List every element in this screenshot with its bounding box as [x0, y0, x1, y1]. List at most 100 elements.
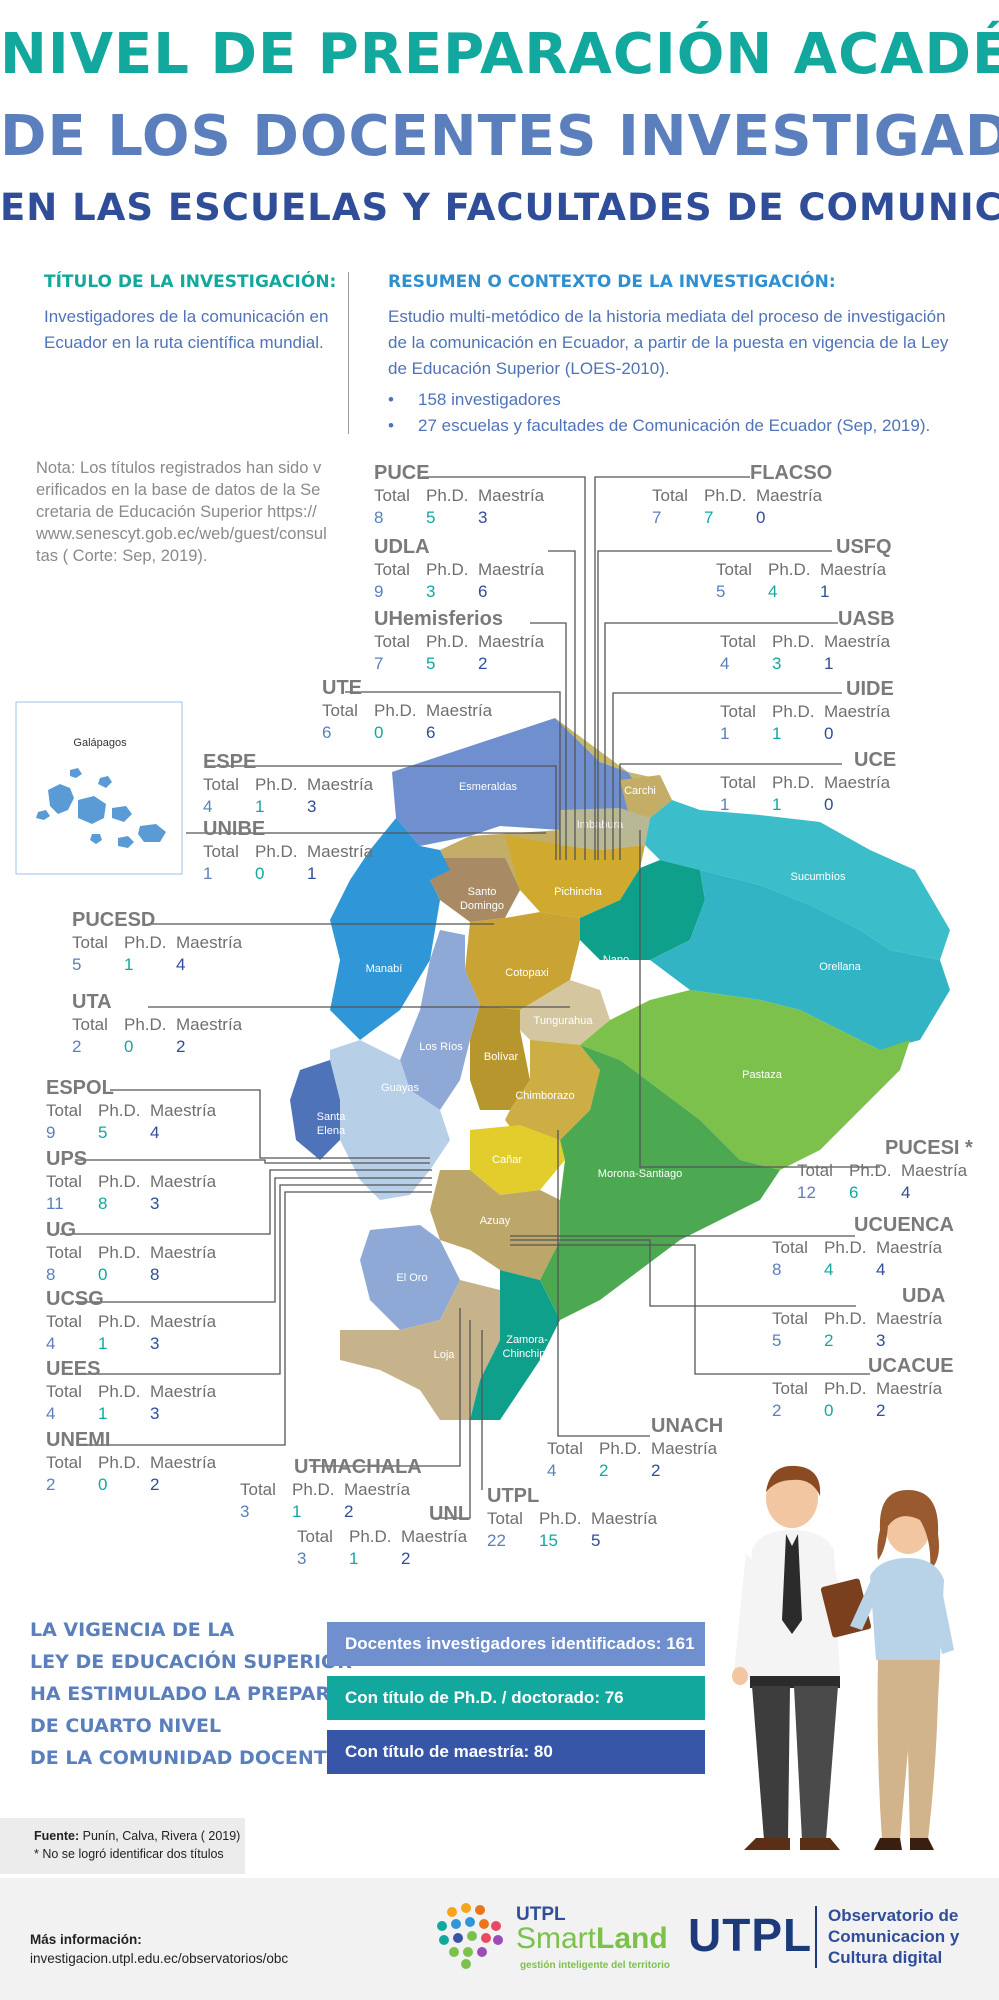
institution-headers: Total Ph.D. Maestría: [322, 701, 493, 720]
province-chimborazo: [505, 1040, 600, 1140]
province-cotopaxi: [465, 912, 580, 1010]
more-info: Más información: investigacion.utpl.edu.…: [30, 1930, 288, 1968]
source-line: Fuente: Punín, Calva, Rivera ( 2019): [34, 1829, 241, 1843]
institution-headers: Total Ph.D. Maestría: [297, 1527, 468, 1546]
province-label: Galápagos: [73, 737, 127, 749]
province-label: Chinchipe: [503, 1348, 552, 1360]
logo-divider: [815, 1906, 817, 1968]
province-label: Bolívar: [484, 1051, 519, 1063]
smartland-wordmark: SmartLand: [516, 1922, 668, 1955]
province-label: Guayas: [381, 1082, 419, 1094]
researchers-illustration: [732, 1465, 954, 1850]
province-label: Manabí: [366, 963, 403, 975]
smartland-tagline: gestión inteligente del territorio: [520, 1960, 671, 1971]
conclusion-line: HA ESTIMULADO LA PREPARACIÓN: [30, 1683, 398, 1705]
research-summary-text: Estudio multi-metódico de la historia me…: [388, 307, 949, 378]
stat-identified: Docentes investigadores identificados: 1…: [327, 1622, 705, 1666]
province-label: Loja: [434, 1349, 456, 1361]
institution-headers: Total Ph.D. Maestría: [46, 1382, 217, 1401]
province-orellana: [650, 870, 950, 1050]
institution-name: PUCE: [374, 462, 430, 484]
institution-name: UCACUE: [868, 1355, 954, 1377]
institution-headers: Total Ph.D. Maestría: [720, 702, 891, 721]
institution-pucesi: PUCESI * Total Ph.D. Maestría 12 6 4: [797, 1136, 973, 1204]
institution-headers: Total Ph.D. Maestría: [46, 1101, 217, 1120]
verification-note: Nota: Los títulos registrados han sido v…: [36, 459, 327, 565]
smartland-logo-icon: [437, 1903, 503, 1969]
institution-name: PUCESD: [72, 909, 156, 931]
province-morona: [540, 1045, 780, 1320]
more-info-label: Más información:: [30, 1932, 142, 1947]
more-info-link[interactable]: investigacion.utpl.edu.ec/observatorios/…: [30, 1951, 289, 1966]
institution-headers: Total Ph.D. Maestría: [720, 773, 891, 792]
province-carchi: [620, 775, 672, 818]
province-label: Elena: [317, 1125, 346, 1137]
province-label: Chimborazo: [515, 1090, 574, 1102]
institution-values: 12 6 4: [797, 1183, 911, 1202]
ecuador-map: Galápagos Esmeraldas Carchi Imbabura Suc…: [15, 476, 950, 1519]
province-label: Zamora-: [506, 1334, 548, 1346]
institution-name: UNACH: [651, 1415, 724, 1437]
province-label: Napo: [603, 954, 629, 966]
institution-headers: Total Ph.D. Maestría: [203, 842, 374, 861]
province-napo: [580, 860, 705, 960]
institution-headers: Total Ph.D. Maestría: [46, 1453, 217, 1472]
institution-name: UTA: [72, 991, 112, 1013]
institution-ups: UPS Total Ph.D. Maestría 11 8 3: [46, 1147, 216, 1215]
province-label: Orellana: [819, 961, 861, 973]
conclusion-line: LEY DE EDUCACIÓN SUPERIOR: [30, 1651, 352, 1673]
smartland-utpl: UTPL: [516, 1904, 566, 1925]
research-title-text: Investigadores de la comunicación en Ecu…: [44, 307, 329, 352]
province-bolivar: [470, 1005, 530, 1110]
institution-name: UNL: [429, 1503, 471, 1525]
section-divider: [348, 272, 349, 434]
institution-name: UCSG: [46, 1288, 104, 1310]
institution-name: UTPL: [487, 1485, 540, 1507]
conclusion-line: DE LA COMUNIDAD DOCENTE: [30, 1747, 340, 1769]
man-figure: [732, 1465, 850, 1850]
institution-headers: Total Ph.D. Maestría: [46, 1172, 217, 1191]
institution-headers: Total Ph.D. Maestría: [240, 1480, 411, 1499]
institution-name: UEES: [46, 1358, 101, 1380]
province-zamora: [470, 1270, 560, 1420]
institution-headers: Total Ph.D. Maestría: [72, 1015, 243, 1034]
province-guayas: [330, 1040, 450, 1200]
conclusion-text: LA VIGENCIA DE LA LEY DE EDUCACIÓN SUPER…: [30, 1614, 398, 1774]
province-label: Imbabura: [577, 819, 624, 831]
footer: Más información: investigacion.utpl.edu.…: [0, 1878, 999, 2000]
galapagos-inset: [15, 701, 183, 875]
province-label: Azuay: [480, 1215, 511, 1227]
institution-headers: Total Ph.D. Maestría: [374, 632, 545, 651]
institution-name: UCUENCA: [854, 1214, 954, 1236]
woman-figure: [820, 1490, 954, 1850]
province-label: Esmeraldas: [459, 781, 518, 793]
source-footnote: * No se logró identificar dos títulos: [34, 1847, 224, 1861]
institution-headers: Total Ph.D. Maestría: [46, 1312, 217, 1331]
institution-headers: Total Ph.D. Maestría: [720, 632, 891, 651]
province-el-oro: [360, 1225, 460, 1330]
conclusion-line: LA VIGENCIA DE LA: [30, 1619, 235, 1641]
province-label: El Oro: [396, 1272, 427, 1284]
institution-headers: Total Ph.D. Maestría: [72, 933, 243, 952]
province-sucumbios: [645, 800, 950, 960]
